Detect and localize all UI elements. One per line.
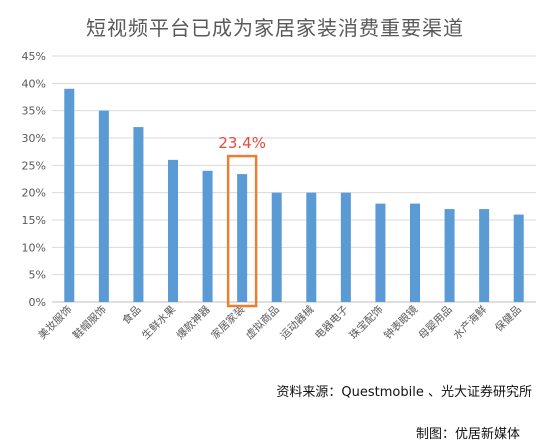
y-tick-label: 0% <box>29 296 46 309</box>
credit-note: 制图：优居新媒体 <box>415 427 520 442</box>
category-label: 家居家装 <box>208 303 247 342</box>
bar <box>375 203 386 302</box>
category-label: 生鲜水果 <box>139 303 178 342</box>
category-label: 虚拟商品 <box>243 303 282 342</box>
category-label: 鞋帽服饰 <box>70 303 109 342</box>
bar <box>202 170 213 302</box>
bar <box>444 209 455 302</box>
source-note: 资料来源：Questmobile 、光大证券研究所 <box>276 385 532 400</box>
highlight-box <box>226 154 258 308</box>
y-tick-label: 5% <box>29 269 46 282</box>
bar <box>306 192 317 302</box>
chart-title: 短视频平台已成为家居家装消费重要渠道 <box>86 16 464 40</box>
bar <box>133 127 144 302</box>
y-tick-label: 35% <box>22 105 46 118</box>
category-label: 母婴用品 <box>417 304 455 342</box>
bar <box>64 88 75 302</box>
bar <box>98 110 109 303</box>
y-tick-label: 10% <box>22 241 46 254</box>
bar <box>237 174 248 302</box>
bar <box>410 203 420 302</box>
bar <box>479 209 490 302</box>
category-label: 水产海鲜 <box>450 303 489 342</box>
y-tick-label: 25% <box>22 159 46 172</box>
category-label: 珠宝配饰 <box>347 303 386 342</box>
category-label: 钟表眼镜 <box>381 303 420 342</box>
category-label: 运动器械 <box>278 303 317 342</box>
bar <box>271 192 282 302</box>
y-tick-label: 20% <box>22 187 46 200</box>
highlight-label: 23.4% <box>218 134 266 152</box>
y-tick-label: 40% <box>22 77 46 90</box>
category-label: 爆款神器 <box>174 303 213 342</box>
y-tick-label: 15% <box>22 214 46 227</box>
category-label: 电器电子 <box>312 303 351 342</box>
category-label: 保健品 <box>492 303 523 334</box>
bar <box>513 214 524 302</box>
bar <box>168 159 178 302</box>
category-label: 食品 <box>120 303 144 327</box>
bar <box>340 192 351 302</box>
y-tick-label: 30% <box>22 132 46 145</box>
y-tick-label: 45% <box>22 50 46 63</box>
